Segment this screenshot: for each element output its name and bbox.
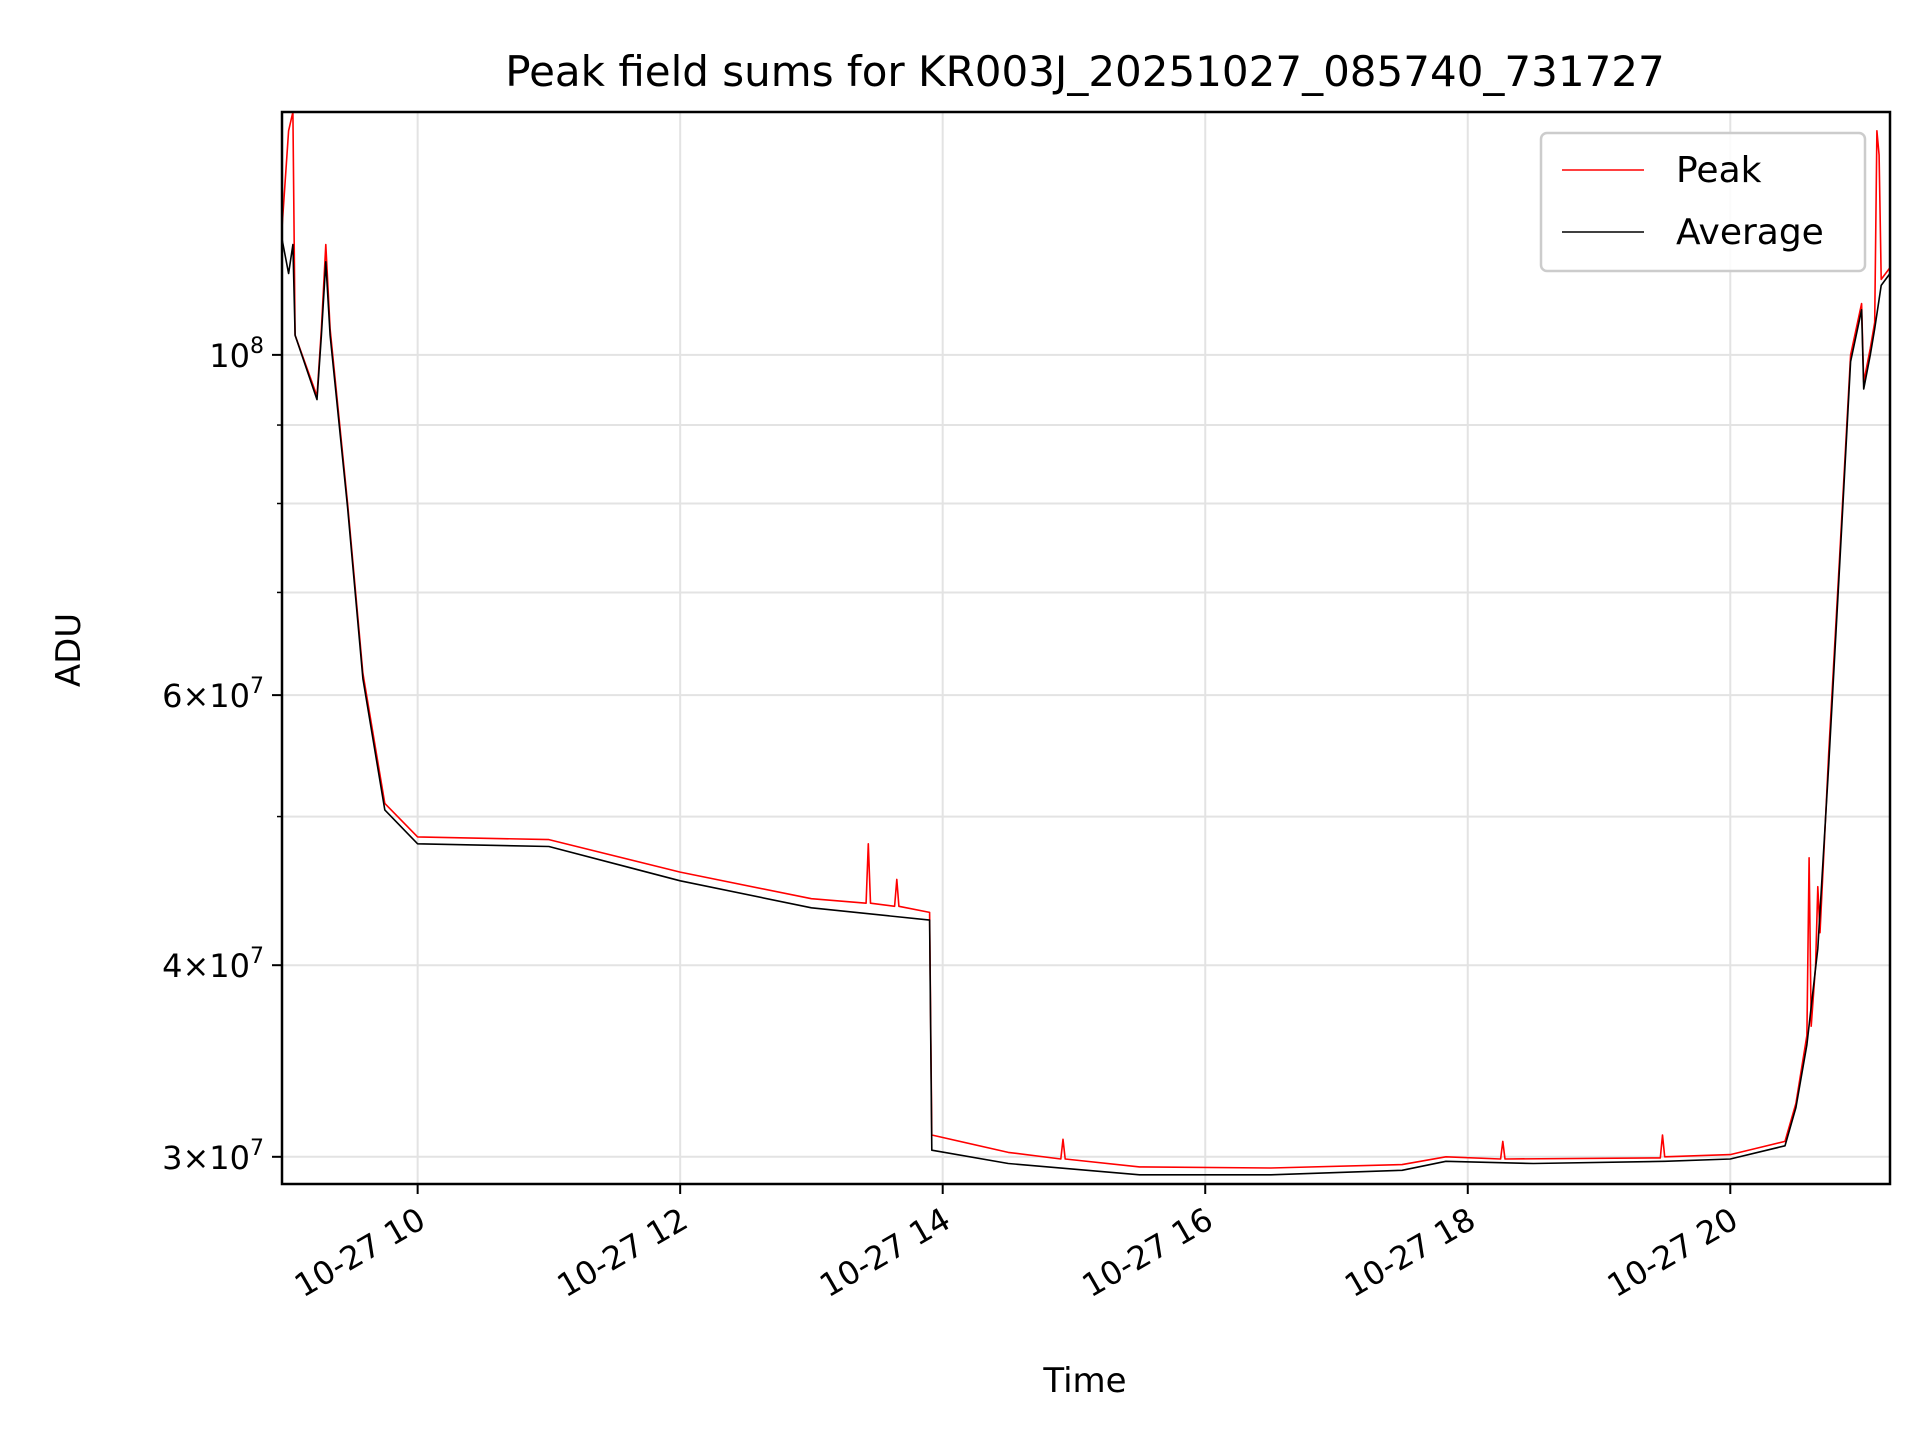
legend-label-peak: Peak [1676,150,1762,191]
y-tick-label: 6×107 [162,674,264,715]
y-tick-label: 3×107 [162,1136,264,1177]
lines-layer [281,111,1891,1176]
y-axis-label: ADU [49,613,89,687]
legend: Peak Average [1539,131,1867,273]
y-tick-label: 4×107 [162,944,264,985]
series-line-average [281,238,1891,1176]
legend-box [1539,131,1867,273]
x-axis-label: Time [1042,1361,1126,1401]
legend-label-average: Average [1676,212,1824,253]
grid-layer [282,112,1890,1184]
plot-frame [280,110,1892,1186]
chart-title: Peak field sums for KR003J_20251027_0857… [505,47,1665,96]
